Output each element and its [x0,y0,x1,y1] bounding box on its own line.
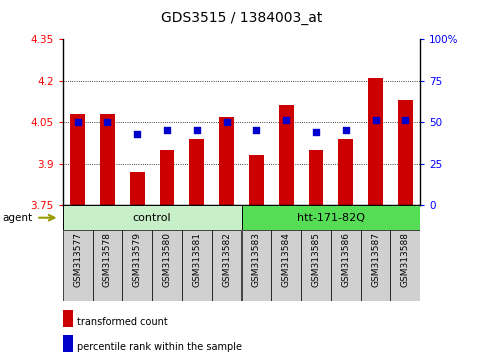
Bar [398,100,413,205]
Text: GSM313585: GSM313585 [312,232,320,287]
Bar [63,230,93,301]
Bar [331,230,361,301]
Text: GDS3515 / 1384003_at: GDS3515 / 1384003_at [161,11,322,25]
Text: control: control [133,213,171,223]
Point [342,128,350,133]
Bar [100,114,115,205]
Point [193,128,201,133]
Bar [159,150,174,205]
Point [74,119,82,125]
Bar [390,230,420,301]
Text: GSM313588: GSM313588 [401,232,410,287]
Text: GSM313586: GSM313586 [341,232,350,287]
Bar [301,230,331,301]
Text: GSM313587: GSM313587 [371,232,380,287]
Text: GSM313582: GSM313582 [222,232,231,287]
Text: GSM313579: GSM313579 [133,232,142,287]
Bar [130,172,145,205]
Point [163,128,171,133]
Point [282,118,290,123]
Bar [249,155,264,205]
Point [312,129,320,135]
Bar [271,230,301,301]
Bar [368,78,383,205]
Bar [242,230,271,301]
Bar [279,105,294,205]
Text: transformed count: transformed count [77,318,168,327]
Bar [212,230,242,301]
Bar [361,230,390,301]
Bar [63,205,242,230]
Bar [242,205,420,230]
Bar [93,230,122,301]
Text: GSM313584: GSM313584 [282,232,291,287]
Point [223,119,230,125]
Point [104,119,112,125]
Text: GSM313577: GSM313577 [73,232,82,287]
Text: percentile rank within the sample: percentile rank within the sample [77,342,242,352]
Point [133,131,141,137]
Bar [152,230,182,301]
Point [372,118,380,123]
Bar [309,150,324,205]
Text: GSM313581: GSM313581 [192,232,201,287]
Point [253,128,260,133]
Bar [182,230,212,301]
Text: GSM313578: GSM313578 [103,232,112,287]
Bar [122,230,152,301]
Text: agent: agent [2,213,32,223]
Bar [70,114,85,205]
Text: htt-171-82Q: htt-171-82Q [297,213,365,223]
Bar [219,116,234,205]
Text: GSM313580: GSM313580 [163,232,171,287]
Point [401,118,409,123]
Text: GSM313583: GSM313583 [252,232,261,287]
Bar [338,139,353,205]
Bar [189,139,204,205]
